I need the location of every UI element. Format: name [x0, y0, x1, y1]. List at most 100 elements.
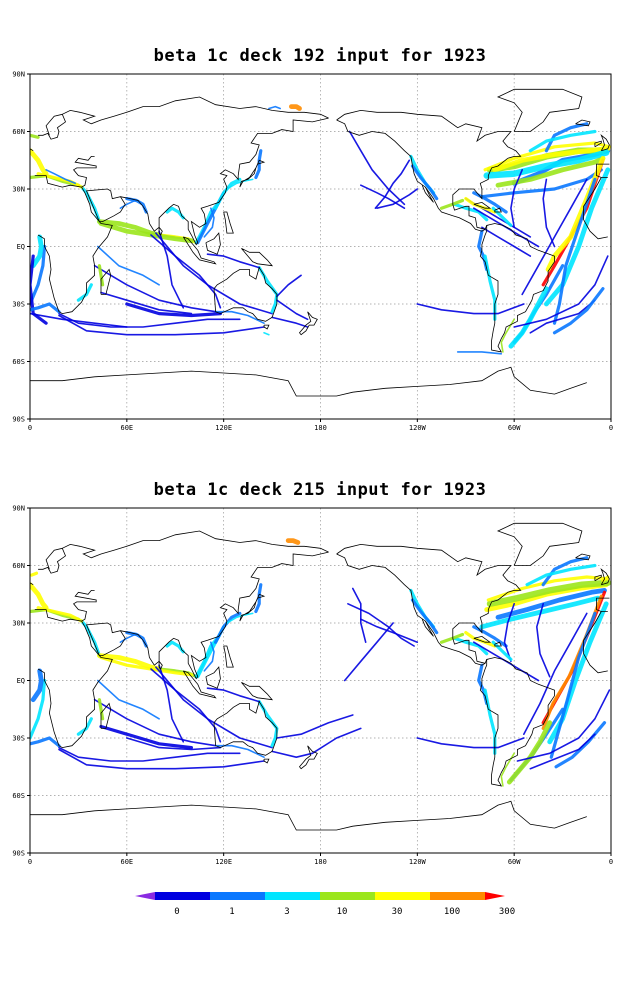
- coastline: [496, 88, 583, 132]
- colorbar-segment: [320, 892, 375, 900]
- y-tick-label: 30S: [12, 301, 25, 309]
- coastline: [594, 140, 602, 148]
- track-segment: [483, 149, 610, 179]
- coastline: [223, 211, 234, 234]
- track-segment: [351, 587, 367, 644]
- track-segment: [374, 159, 411, 209]
- x-tick-label: 120E: [215, 424, 232, 432]
- track-segment: [456, 351, 503, 355]
- coastline: [38, 530, 329, 574]
- coastline: [473, 201, 492, 209]
- track-segment: [93, 264, 217, 313]
- track-segment: [347, 602, 415, 647]
- track-segment: [155, 232, 273, 315]
- y-tick-label: EQ: [17, 677, 25, 685]
- coastline: [583, 611, 608, 674]
- coastlines: [30, 88, 610, 397]
- coastline: [336, 119, 489, 232]
- track-segment: [119, 199, 136, 209]
- track-segment: [528, 129, 597, 153]
- track-segment: [535, 602, 551, 678]
- track-segment: [268, 105, 282, 110]
- colorbar-label: 1: [229, 907, 234, 917]
- coastline: [496, 522, 583, 566]
- colorbar-segment: [375, 892, 430, 900]
- track-segment: [30, 302, 61, 314]
- track-segment: [58, 312, 241, 328]
- coastline: [479, 657, 555, 787]
- coastline: [298, 745, 318, 770]
- track-segment: [525, 563, 597, 587]
- track-segment: [288, 104, 302, 111]
- x-tick-label: 60E: [121, 858, 134, 866]
- track-segment: [500, 752, 516, 787]
- y-tick-label: EQ: [17, 243, 25, 251]
- coastline: [100, 268, 112, 295]
- coastline: [30, 582, 34, 586]
- track-segment: [165, 640, 185, 654]
- coastline: [479, 223, 555, 353]
- panel-2-title: beta 1c deck 215 input for 1923: [153, 480, 487, 500]
- colorbar-segment: [210, 892, 265, 900]
- track-segment: [97, 653, 162, 672]
- track-segment: [76, 283, 93, 302]
- track-segment: [125, 302, 222, 318]
- track-segment: [376, 188, 419, 209]
- track-segment: [226, 612, 254, 624]
- track-segment: [97, 679, 160, 720]
- track-segment: [503, 602, 516, 663]
- track-segment: [544, 167, 611, 307]
- track-segment: [30, 312, 128, 328]
- coastline: [182, 670, 217, 699]
- track-segment: [495, 155, 606, 188]
- x-tick-label: 60E: [121, 424, 134, 432]
- track-segment: [206, 253, 261, 269]
- coastline: [263, 324, 270, 330]
- colorbar-segment: [155, 892, 210, 900]
- x-tick-label: 120W: [409, 858, 427, 866]
- y-tick-label: 90S: [12, 850, 25, 858]
- y-tick-label: 60S: [12, 358, 25, 366]
- coastline: [30, 800, 587, 831]
- track-segment: [254, 149, 263, 180]
- coastline: [158, 661, 163, 670]
- track-segment: [529, 733, 596, 770]
- x-tick-label: 0: [28, 424, 32, 432]
- y-tick-label: 60N: [12, 562, 25, 570]
- track-segment: [30, 234, 44, 269]
- track-segment: [491, 640, 513, 662]
- track-segment: [359, 184, 406, 209]
- track-segment: [58, 746, 241, 762]
- track-segment: [492, 146, 611, 173]
- coastlines: [30, 522, 610, 831]
- track-segment: [486, 575, 610, 602]
- coastline: [213, 700, 278, 756]
- colorbar-end-left: [135, 892, 155, 900]
- coastline: [494, 641, 502, 647]
- coastline: [30, 366, 587, 397]
- track-segment: [491, 206, 513, 227]
- track-segment: [263, 331, 270, 336]
- x-tick-label: 120E: [215, 858, 232, 866]
- gridlines: [30, 508, 611, 853]
- x-tick-label: 0: [609, 424, 613, 432]
- track-segment: [206, 687, 261, 703]
- track-segment: [214, 744, 265, 759]
- track-segment: [516, 689, 611, 762]
- track-segment: [30, 148, 49, 177]
- coastline: [336, 553, 489, 666]
- y-tick-label: 30N: [12, 186, 25, 194]
- track-segment: [343, 622, 394, 682]
- track-segment: [276, 299, 309, 321]
- colorbar-label: 30: [392, 907, 403, 917]
- track-segment: [155, 666, 273, 749]
- track-segment: [276, 274, 302, 298]
- track-segment: [99, 724, 193, 750]
- track-segment: [58, 748, 265, 770]
- track-segment: [271, 727, 362, 759]
- colorbar-label: 0: [174, 907, 179, 917]
- track-segment: [119, 633, 136, 644]
- panel-1-title: beta 1c deck 192 input for 1923: [153, 46, 487, 66]
